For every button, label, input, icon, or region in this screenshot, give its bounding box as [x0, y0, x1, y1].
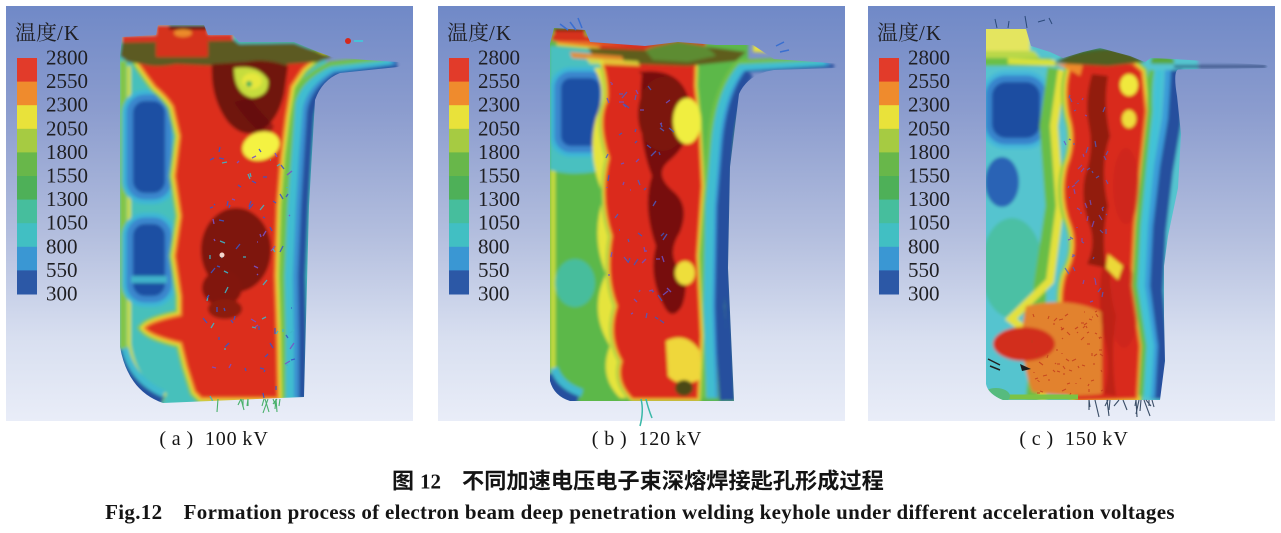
svg-text:( a ) 100 kV: ( a ) 100 kV	[159, 428, 268, 450]
svg-text:12: 12	[420, 470, 441, 494]
svg-text:( b ) 120 kV: ( b ) 120 kV	[592, 428, 702, 450]
svg-text:Fig.12 Formation process of el: Fig.12 Formation process of electron bea…	[105, 500, 1175, 524]
svg-text:( c ) 150 kV: ( c ) 150 kV	[1019, 428, 1128, 450]
